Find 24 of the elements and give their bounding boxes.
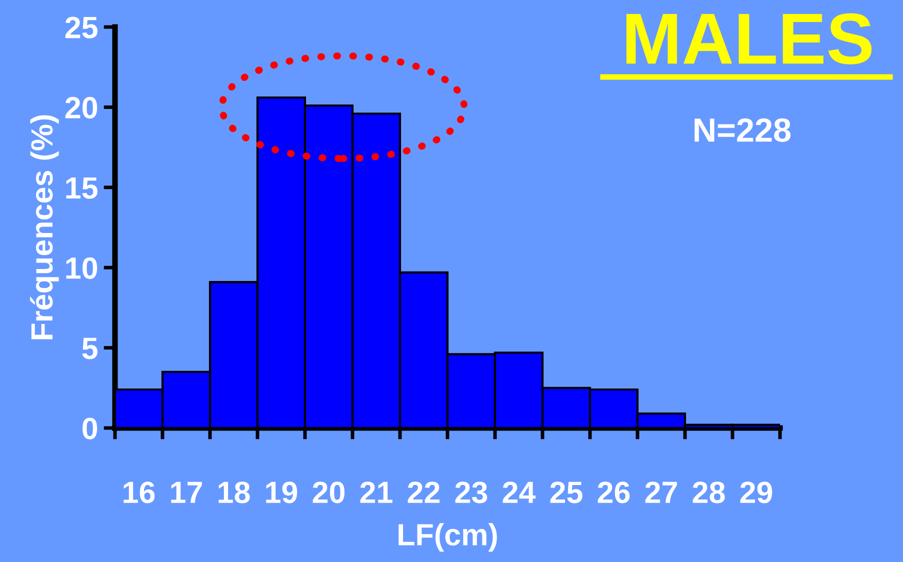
x-tick-label: 17 bbox=[171, 482, 202, 503]
x-tick-label: 28 bbox=[692, 482, 725, 504]
y-tick-label: 0 bbox=[82, 418, 98, 440]
y-tick-label: 10 bbox=[66, 257, 98, 279]
y-axis-title: Fréquences (%) bbox=[30, 115, 59, 340]
x-tick-label: 27 bbox=[645, 482, 677, 503]
x-axis-title: LF(cm) bbox=[398, 523, 497, 552]
x-tick-label: 20 bbox=[312, 482, 344, 504]
x-tick-label: 16 bbox=[124, 482, 155, 504]
y-tick-label: 20 bbox=[65, 96, 98, 119]
x-tick-label: 22 bbox=[408, 482, 440, 503]
x-tick-label: 23 bbox=[455, 482, 488, 504]
y-tick-label: 25 bbox=[65, 16, 98, 38]
y-tick-label: 5 bbox=[82, 338, 98, 360]
text: N=228 bbox=[694, 118, 791, 142]
x-tick-label: 19 bbox=[266, 482, 298, 504]
x-tick-label: 24 bbox=[502, 482, 536, 503]
x-tick-label: 21 bbox=[360, 482, 392, 503]
x-tick-label: 26 bbox=[598, 482, 630, 504]
x-tick-label: 18 bbox=[218, 482, 250, 504]
y-tick-label: 15 bbox=[66, 177, 98, 199]
chart-title: MALES bbox=[626, 13, 872, 64]
x-tick-label: 25 bbox=[550, 482, 582, 504]
x-tick-label: 29 bbox=[740, 482, 772, 504]
